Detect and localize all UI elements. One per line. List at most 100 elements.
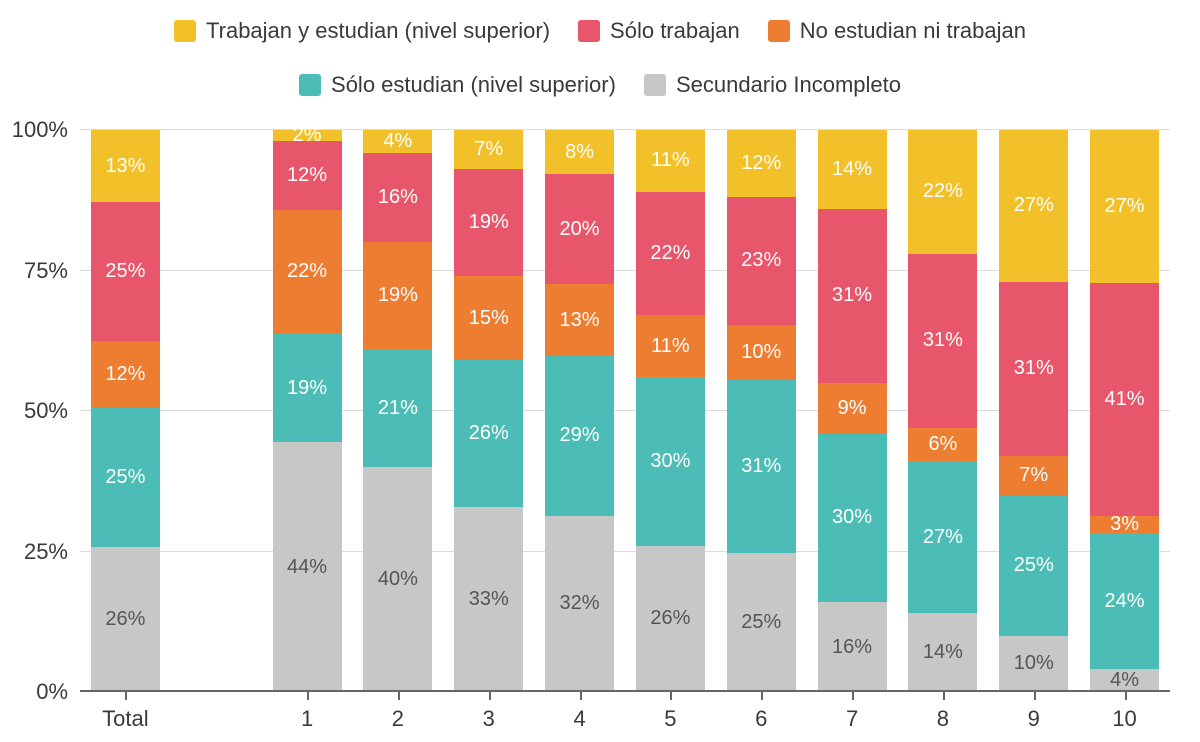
x-tick-label: 2 [392,692,404,732]
bar-segment-ni_ni: 15% [454,276,523,360]
bar-segment-ni_ni: 6% [908,428,977,462]
bar-segment-label: 25% [105,466,145,489]
bar-segment-sec_incompleto: 16% [818,602,887,692]
bar-slot: 526%30%11%22%11% [625,130,716,692]
bar-slot: 144%19%22%12%2% [262,130,353,692]
bar-segment-ni_ni: 12% [91,341,160,408]
bar-segment-label: 30% [650,450,690,473]
bar-segment-label: 31% [741,455,781,478]
bar-segment-label: 25% [1014,554,1054,577]
bar-segment-trabajan_estudian: 4% [363,130,432,152]
bar-segment-ni_ni: 10% [727,325,796,381]
bar-segment-label: 12% [741,152,781,175]
x-tick-label: 4 [573,692,585,732]
bar-segment-sec_incompleto: 40% [363,467,432,692]
bar-segment-solo_trabajan: 31% [999,282,1068,456]
x-tick-label: Total [102,692,148,732]
bar-segment-sec_incompleto: 26% [636,546,705,692]
bar-segment-label: 26% [469,422,509,445]
x-tick-label: 3 [483,692,495,732]
legend-label: No estudian ni trabajan [800,18,1026,44]
bar-segment-ni_ni: 7% [999,456,1068,495]
bar-segment-label: 13% [560,309,600,332]
bar-segment-solo_trabajan: 31% [818,209,887,383]
bar-segment-ni_ni: 13% [545,284,614,356]
bar: 32%29%13%20%8% [545,130,614,692]
bar-segment-label: 23% [741,249,781,272]
bar-segment-trabajan_estudian: 2% [273,130,342,141]
bar-segment-label: 19% [287,377,327,400]
bar-segment-label: 7% [1019,464,1048,487]
y-tick-label: 0% [36,679,80,705]
bar-segment-label: 26% [650,607,690,630]
bar-segment-solo_trabajan: 22% [636,192,705,316]
bar-segment-trabajan_estudian: 12% [727,130,796,197]
legend-swatch [768,20,790,42]
bar-segment-label: 30% [832,506,872,529]
bar-segment-label: 19% [469,211,509,234]
bar: 25% 31% 10% 23% 12% [727,130,796,692]
legend: Trabajan y estudian (nivel superior) Sólo… [0,18,1200,98]
plot-area: Total26%25%12%25%13%144%19%22%12%2%240%2… [80,130,1170,692]
bar-segment-label: 33% [469,588,509,611]
bar-segment-ni_ni: 3% [1090,516,1159,533]
bar: 4%24%3%41%27% [1090,130,1159,692]
bar-segment-solo_estudian: 31% [727,380,796,552]
bar-segment-label: 4% [1110,669,1139,692]
bar-slot: Total26%25%12%25%13% [80,130,171,692]
bar-segment-trabajan_estudian: 13% [91,130,160,202]
legend-item-ni_ni: No estudian ni trabajan [768,18,1026,44]
bar-segment-sec_incompleto: 4% [1090,669,1159,692]
bar-segment-trabajan_estudian: 27% [999,130,1068,282]
bar-segment-ni_ni: 22% [273,210,342,335]
bar-segment-label: 27% [1014,194,1054,217]
bar-segment-label: 16% [378,186,418,209]
bar-segment-label: 4% [383,130,412,153]
bar-segment-solo_estudian: 27% [908,462,977,614]
y-tick-label: 100% [12,117,80,143]
bar-segment-solo_estudian: 30% [636,377,705,546]
bar-segment-solo_estudian: 24% [1090,533,1159,669]
bar: 16%30%9%31%14% [818,130,887,692]
bar-segment-sec_incompleto: 32% [545,516,614,692]
bar-segment-label: 16% [832,636,872,659]
bar-slot: 625%31%10%23%12% [716,130,807,692]
bar-segment-label: 41% [1105,388,1145,411]
bar-segment-label: 26% [105,608,145,631]
legend-item-trabajan_estudian: Trabajan y estudian (nivel superior) [174,18,550,44]
bar: 33% 26% 15% 19% 7% [454,130,523,692]
bar: 14%27%6%31%22% [908,130,977,692]
bar-segment-sec_incompleto: 25% [727,553,796,692]
bar-segment-label: 25% [105,260,145,283]
bar-segment-label: 25% [741,611,781,634]
y-tick-label: 25% [24,539,80,565]
x-tick-label: 1 [301,692,313,732]
bar-segment-label: 9% [838,397,867,420]
bar-segment-solo_trabajan: 16% [363,153,432,243]
bar: 26%30%11%22%11% [636,130,705,692]
bar-segment-label: 13% [105,155,145,178]
bar-segment-label: 40% [378,568,418,591]
bar-segment-label: 31% [923,329,963,352]
bar-slot: 716%30%9%31%14% [807,130,898,692]
bar-segment-ni_ni: 11% [636,315,705,377]
bar-slot: 333%26%15%19%7% [443,130,534,692]
bar-segment-label: 22% [923,180,963,203]
stacked-bar-chart: Trabajan y estudian (nivel superior) Sólo… [0,0,1200,742]
bar-segment-trabajan_estudian: 7% [454,130,523,169]
bar-segment-solo_trabajan: 41% [1090,283,1159,516]
bar-slot: 432%29%13%20%8% [534,130,625,692]
bar-segment-label: 22% [650,242,690,265]
bar-segment-trabajan_estudian: 22% [908,130,977,254]
bar-segment-label: 10% [741,341,781,364]
bar-segment-solo_estudian: 25% [91,408,160,547]
legend-swatch [644,74,666,96]
bar-segment-label: 24% [1105,590,1145,613]
bar-segment-solo_estudian: 25% [999,495,1068,636]
x-tick-label: 9 [1028,692,1040,732]
bar-segment-solo_trabajan: 25% [91,202,160,341]
bar-segment-label: 19% [378,284,418,307]
legend-label: Sólo estudian (nivel superior) [331,72,616,98]
x-tick-label: 10 [1112,692,1136,732]
bar-segment-solo_trabajan: 31% [908,254,977,428]
